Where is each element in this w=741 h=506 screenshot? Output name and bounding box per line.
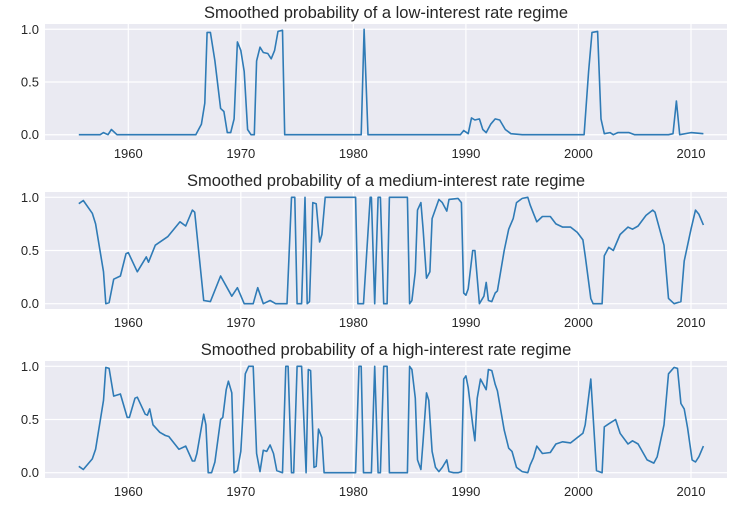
x-tick-label: 1960 xyxy=(114,146,143,161)
subplot-title: Smoothed probability of a low-interest r… xyxy=(204,4,568,22)
x-tick-label: 1990 xyxy=(451,484,480,499)
x-tick-label: 1960 xyxy=(114,315,143,330)
x-tick-label: 2010 xyxy=(677,146,706,161)
subplot-title: Smoothed probability of a high-interest … xyxy=(201,341,572,359)
x-tick-label: 1980 xyxy=(339,484,368,499)
y-tick-label: 0.5 xyxy=(21,412,39,427)
x-tick-label: 2000 xyxy=(564,146,593,161)
y-tick-label: 0.5 xyxy=(21,75,39,90)
subplot-title: Smoothed probability of a medium-interes… xyxy=(187,172,585,190)
x-tick-label: 1960 xyxy=(114,484,143,499)
x-tick-label: 2000 xyxy=(564,484,593,499)
probability-line xyxy=(78,196,705,305)
x-tick-label: 1970 xyxy=(226,484,255,499)
y-tick-label: 0.0 xyxy=(21,127,39,142)
y-tick-label: 1.0 xyxy=(21,190,39,205)
x-tick-label: 1980 xyxy=(339,315,368,330)
y-tick-label: 0.0 xyxy=(21,465,39,480)
x-tick-label: 1970 xyxy=(226,146,255,161)
y-tick-label: 1.0 xyxy=(21,359,39,374)
x-tick-label: 2010 xyxy=(677,484,706,499)
x-tick-label: 1970 xyxy=(226,315,255,330)
x-tick-label: 1990 xyxy=(451,146,480,161)
x-tick-label: 2000 xyxy=(564,315,593,330)
subplot-2: 1960 1970 1980 1990 2000 2010 0.0 0.5 1.0 Smoothe… xyxy=(21,172,727,330)
y-tick-label: 1.0 xyxy=(21,22,39,37)
probability-line xyxy=(78,28,704,136)
x-tick-label: 1990 xyxy=(451,315,480,330)
y-tick-label: 0.0 xyxy=(21,296,39,311)
subplot-3: 1960 1970 1980 1990 2000 2010 0.0 0.5 1.0 Smoothe… xyxy=(21,341,727,499)
x-tick-label: 1980 xyxy=(339,146,368,161)
probability-line xyxy=(78,365,705,474)
subplot-1: 1960 1970 1980 1990 2000 2010 0.0 0.5 1.0 Smoothe… xyxy=(21,4,727,161)
x-tick-label: 2010 xyxy=(677,315,706,330)
y-tick-label: 0.5 xyxy=(21,243,39,258)
